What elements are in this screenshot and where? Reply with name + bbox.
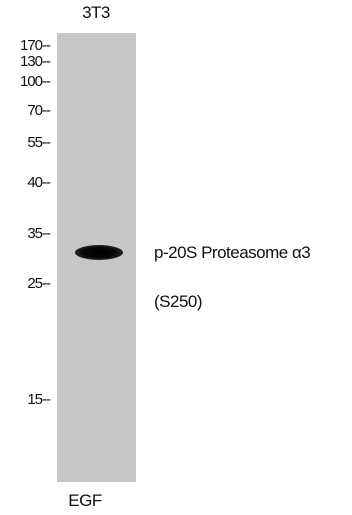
- marker-55: 55--: [27, 134, 51, 151]
- marker-70: 70--: [27, 102, 51, 119]
- protein-band: [75, 245, 123, 260]
- marker-25: 25--: [27, 275, 51, 292]
- marker-100: 100--: [19, 73, 51, 90]
- marker-40: 40--: [27, 174, 51, 191]
- protein-label-line2: (S250): [154, 292, 203, 311]
- protein-label-line1: p-20S Proteasome α3: [154, 243, 311, 262]
- treatment-label: EGF: [68, 491, 102, 510]
- marker-15: 15--: [27, 391, 51, 408]
- marker-130: 130--: [19, 53, 51, 70]
- marker-35: 35--: [27, 225, 51, 242]
- marker-170: 170--: [19, 37, 51, 54]
- lane-label: 3T3: [82, 3, 110, 22]
